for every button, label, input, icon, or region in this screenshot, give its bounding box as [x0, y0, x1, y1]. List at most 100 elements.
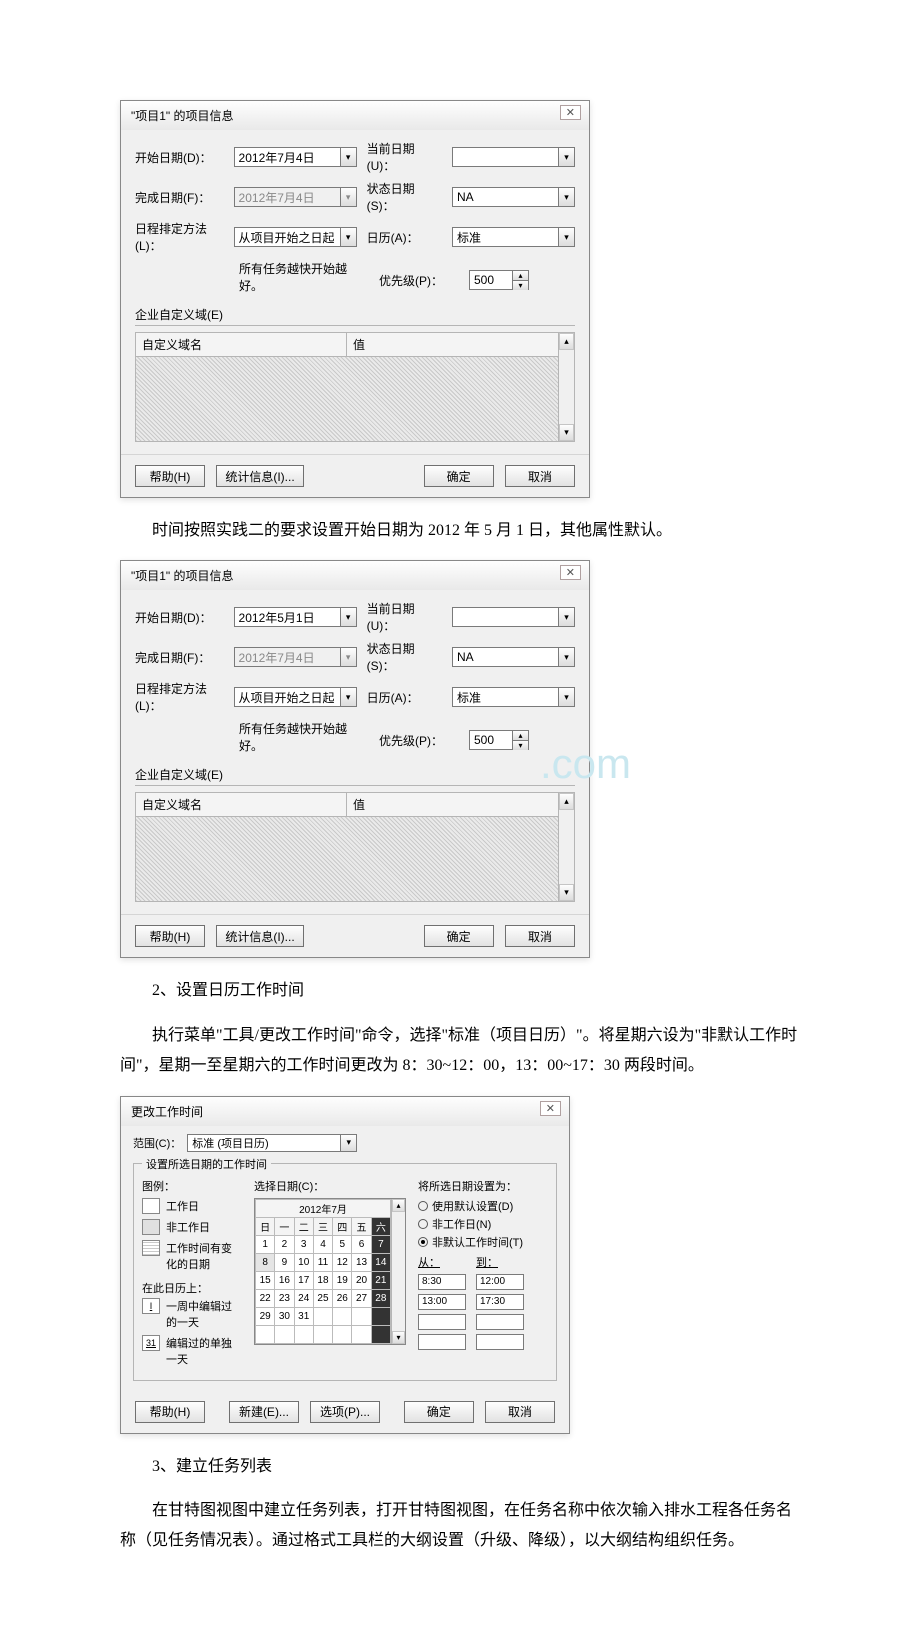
calendar-cell — [352, 1325, 371, 1343]
calendar-dow: 三 — [313, 1217, 332, 1235]
calendar-cell[interactable]: 10 — [294, 1253, 313, 1271]
priority-label: 优先级(P)： — [379, 732, 459, 749]
calendar-cell[interactable] — [352, 1307, 371, 1325]
cancel-button[interactable]: 取消 — [485, 1401, 555, 1423]
calendar-cell[interactable]: 16 — [275, 1271, 294, 1289]
calendar-cell[interactable]: 6 — [352, 1235, 371, 1253]
calendar-cell[interactable]: 15 — [256, 1271, 275, 1289]
calendar-cell[interactable]: 2 — [275, 1235, 294, 1253]
ok-button[interactable]: 确定 — [424, 925, 494, 947]
non-workday-radio[interactable]: 非工作日(N) — [418, 1216, 548, 1232]
calendar-cell[interactable]: 24 — [294, 1289, 313, 1307]
chevron-down-icon[interactable]: ▾ — [558, 148, 574, 166]
chevron-down-icon[interactable]: ▾ — [340, 608, 356, 626]
current-date-field[interactable]: ▾ — [452, 147, 575, 167]
close-icon[interactable]: ✕ — [540, 1101, 561, 1116]
to-time-2[interactable] — [476, 1314, 524, 1330]
calendar-cell[interactable]: 27 — [352, 1289, 371, 1307]
calendar-cell[interactable]: 14 — [371, 1253, 390, 1271]
calendar-grid[interactable]: 2012年7月 日一二三四五六1234567891011121314151617… — [254, 1198, 406, 1345]
calendar-cell[interactable]: 28 — [371, 1289, 390, 1307]
from-time-3[interactable] — [418, 1334, 466, 1350]
start-date-field[interactable]: 2012年7月4日▾ — [234, 147, 357, 167]
calendar-cell[interactable] — [313, 1307, 332, 1325]
options-button[interactable]: 选项(P)... — [310, 1401, 380, 1423]
cancel-button[interactable]: 取消 — [505, 465, 575, 487]
calendar-cell[interactable]: 31 — [294, 1307, 313, 1325]
stats-button[interactable]: 统计信息(I)... — [216, 925, 303, 947]
chevron-down-icon[interactable]: ▾ — [558, 648, 574, 666]
ok-button[interactable]: 确定 — [424, 465, 494, 487]
new-button[interactable]: 新建(E)... — [229, 1401, 299, 1423]
calendar-cell[interactable] — [371, 1307, 390, 1325]
from-time-2[interactable] — [418, 1314, 466, 1330]
help-button[interactable]: 帮助(H) — [135, 1401, 205, 1423]
calendar-cell[interactable]: 13 — [352, 1253, 371, 1271]
calendar-cell[interactable]: 9 — [275, 1253, 294, 1271]
calendar-cell[interactable]: 20 — [352, 1271, 371, 1289]
help-button[interactable]: 帮助(H) — [135, 925, 205, 947]
calendar-cell[interactable]: 4 — [313, 1235, 332, 1253]
calendar-cell[interactable]: 12 — [333, 1253, 352, 1271]
dialog-titlebar: "项目1" 的项目信息 ✕ — [121, 101, 589, 130]
scrollbar[interactable]: ▴▾ — [558, 793, 574, 901]
non-default-wt-radio[interactable]: 非默认工作时间(T) — [418, 1234, 548, 1250]
calendar-cell[interactable]: 22 — [256, 1289, 275, 1307]
para-3: 执行菜单"工具/更改工作时间"命令，选择"标准（项目日历）"。将星期六设为"非默… — [120, 1021, 800, 1082]
calendar-cell[interactable]: 7 — [371, 1235, 390, 1253]
calendar-cell[interactable]: 30 — [275, 1307, 294, 1325]
start-date-field[interactable]: 2012年5月1日▾ — [234, 607, 357, 627]
priority-field[interactable]: 500▴▾ — [469, 730, 529, 750]
calendar-cell[interactable]: 3 — [294, 1235, 313, 1253]
ok-button[interactable]: 确定 — [404, 1401, 474, 1423]
custom-fields-grid: 自定义域名 值 ▴▾ — [135, 792, 575, 902]
calendar-cell[interactable] — [333, 1307, 352, 1325]
to-time-0[interactable]: 12:00 — [476, 1274, 524, 1290]
use-default-radio[interactable]: 使用默认设置(D) — [418, 1198, 548, 1214]
calendar-cell[interactable]: 8 — [256, 1253, 275, 1271]
chevron-down-icon[interactable]: ▾ — [558, 188, 574, 206]
calendar-cell[interactable]: 23 — [275, 1289, 294, 1307]
scope-field[interactable]: 标准 (项目日历)▾ — [187, 1134, 357, 1152]
calendar-cell[interactable]: 29 — [256, 1307, 275, 1325]
calendar-cell[interactable]: 21 — [371, 1271, 390, 1289]
calendar-cell[interactable]: 19 — [333, 1271, 352, 1289]
ent-custom-label: 企业自定义域(E) — [135, 306, 575, 323]
from-time-0[interactable]: 8:30 — [418, 1274, 466, 1290]
scrollbar[interactable]: ▴▾ — [558, 333, 574, 441]
current-date-field[interactable]: ▾ — [452, 607, 575, 627]
project-info-dialog-1: "项目1" 的项目信息 ✕ 开始日期(D)： 2012年7月4日▾ 当前日期(U… — [120, 100, 590, 498]
stats-button[interactable]: 统计信息(I)... — [216, 465, 303, 487]
close-icon[interactable]: ✕ — [560, 565, 581, 580]
scrollbar[interactable]: ▴▾ — [391, 1199, 405, 1344]
status-date-field[interactable]: NA▾ — [452, 187, 575, 207]
cancel-button[interactable]: 取消 — [505, 925, 575, 947]
dialog-titlebar: "项目1" 的项目信息 ✕ — [121, 561, 589, 590]
chevron-down-icon[interactable]: ▾ — [340, 228, 356, 246]
calendar-cell[interactable]: 11 — [313, 1253, 332, 1271]
calendar-cell[interactable]: 18 — [313, 1271, 332, 1289]
calendar-cell[interactable]: 25 — [313, 1289, 332, 1307]
spin-buttons[interactable]: ▴▾ — [512, 271, 528, 289]
calendar-cell[interactable]: 5 — [333, 1235, 352, 1253]
chevron-down-icon[interactable]: ▾ — [340, 688, 356, 706]
calendar-cell[interactable]: 17 — [294, 1271, 313, 1289]
calendar-cell[interactable]: 1 — [256, 1235, 275, 1253]
chevron-down-icon[interactable]: ▾ — [558, 608, 574, 626]
chevron-down-icon[interactable]: ▾ — [340, 148, 356, 166]
chevron-down-icon[interactable]: ▾ — [558, 688, 574, 706]
schedule-method-field[interactable]: 从项目开始之日起▾ — [234, 687, 357, 707]
to-time-3[interactable] — [476, 1334, 524, 1350]
schedule-method-field[interactable]: 从项目开始之日起▾ — [234, 227, 357, 247]
calendar-cell[interactable]: 26 — [333, 1289, 352, 1307]
calendar-field[interactable]: 标准▾ — [452, 227, 575, 247]
calendar-field[interactable]: 标准▾ — [452, 687, 575, 707]
chevron-down-icon[interactable]: ▾ — [558, 228, 574, 246]
help-button[interactable]: 帮助(H) — [135, 465, 205, 487]
spin-buttons[interactable]: ▴▾ — [512, 731, 528, 749]
priority-field[interactable]: 500▴▾ — [469, 270, 529, 290]
calendar-cell — [333, 1325, 352, 1343]
chevron-down-icon[interactable]: ▾ — [340, 1135, 356, 1151]
close-icon[interactable]: ✕ — [560, 105, 581, 120]
status-date-field[interactable]: NA▾ — [452, 647, 575, 667]
